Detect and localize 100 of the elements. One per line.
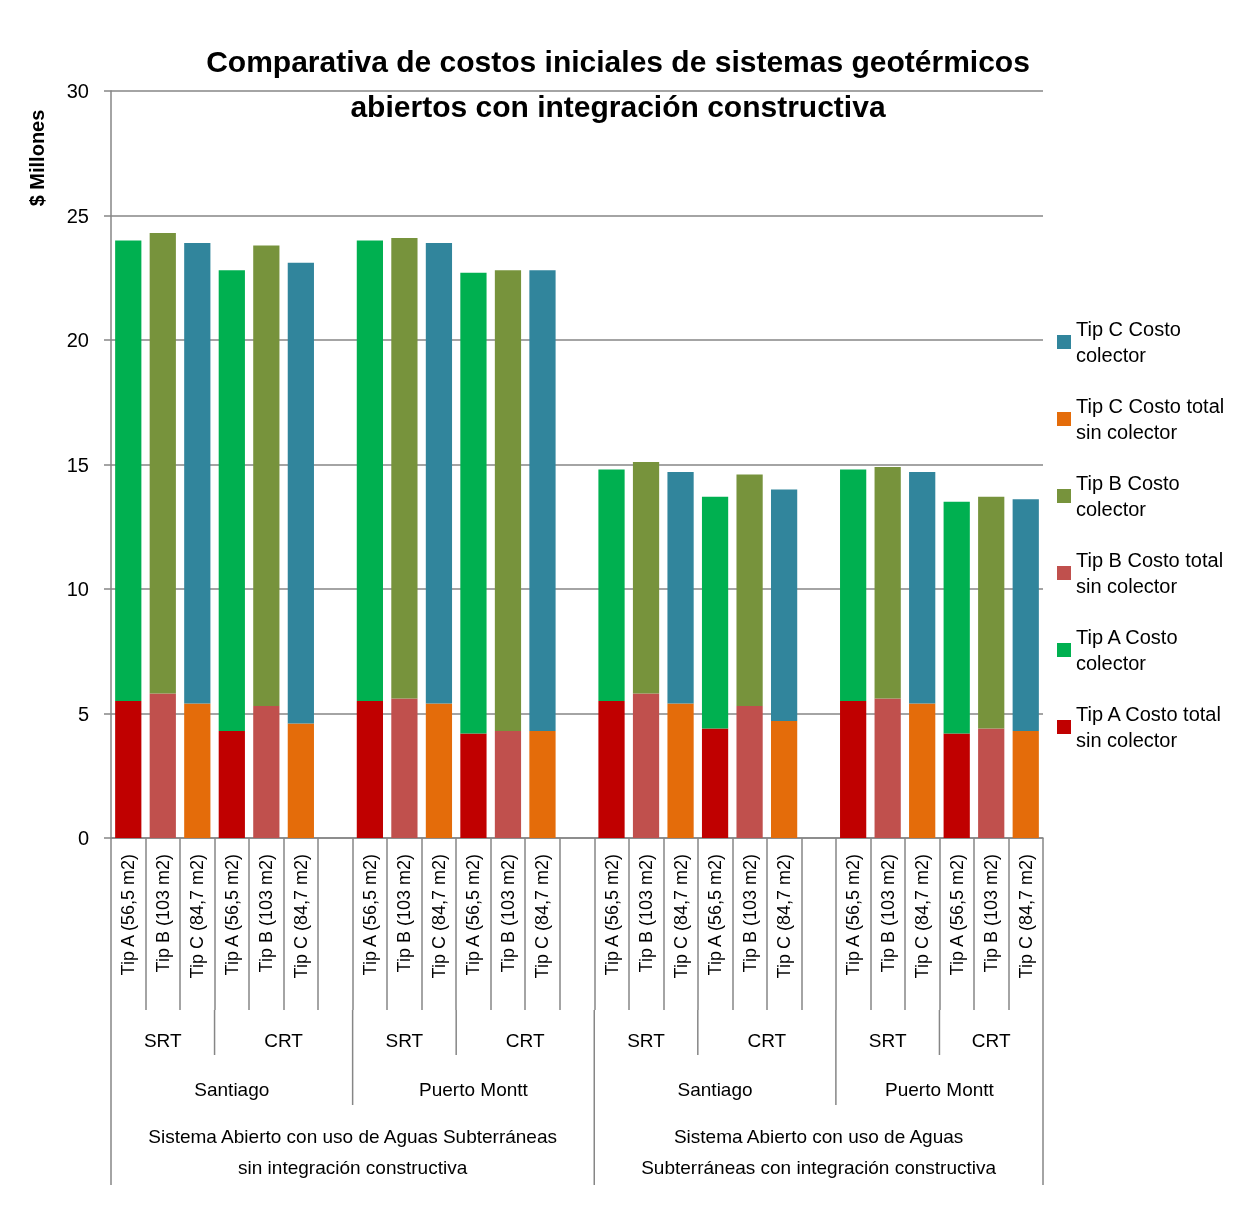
bar — [425, 703, 453, 838]
bar — [770, 720, 798, 838]
y-tick-label: 30 — [66, 80, 89, 102]
x-tick-label: Tip A (56,5 m2) — [463, 854, 484, 976]
bar — [149, 693, 176, 838]
bar — [736, 474, 763, 707]
bar — [356, 240, 384, 702]
chart-title: Comparativa de costos iniciales de sistemas geotérmicos abiertos con integración constructiva — [206, 45, 1030, 123]
y-tick-label: 15 — [66, 453, 89, 476]
x-tick-label: Tip B (103 m2) — [981, 854, 1002, 973]
bar — [770, 489, 798, 721]
legend-label: Tip C Costo colector — [1076, 318, 1181, 366]
bar — [598, 469, 625, 702]
x-tick-label: Tip B (103 m2) — [497, 854, 518, 973]
bar — [978, 496, 1005, 729]
bar — [840, 469, 867, 702]
x-tick-label: Tip B (103 m2) — [152, 854, 173, 973]
bar — [909, 703, 936, 838]
x-tick-label: Tip B (103 m2) — [256, 854, 277, 973]
x-tick-label: Tip C (84,7 m2) — [187, 854, 208, 979]
bar — [1012, 730, 1039, 838]
bar — [494, 270, 522, 731]
bar — [356, 701, 384, 838]
bar — [632, 693, 660, 838]
bar — [667, 471, 694, 704]
bar — [494, 730, 522, 838]
bar — [874, 466, 901, 699]
bar — [701, 728, 729, 838]
text: Puerto Montt — [885, 1078, 995, 1100]
bar — [115, 701, 142, 838]
legend-label: Tip A Costo total sin colector — [1076, 703, 1221, 751]
y-tick-label: 20 — [66, 329, 89, 351]
bar — [460, 733, 487, 838]
bar — [115, 240, 142, 702]
bar — [840, 701, 867, 838]
bar — [218, 270, 245, 731]
text: Santiago — [194, 1078, 270, 1100]
bar — [529, 270, 556, 731]
text: Santiago — [677, 1078, 753, 1100]
legend-label: Tip C Costo total sin colector — [1076, 395, 1225, 443]
bar — [736, 706, 763, 838]
text: CRT — [747, 1029, 787, 1051]
bar — [632, 462, 660, 694]
x-tick-label: Tip B (103 m2) — [739, 854, 760, 973]
x-tick-label: Tip C (84,7 m2) — [290, 854, 311, 979]
legend-label: Tip B Costo total sin colector — [1076, 549, 1224, 597]
x-tick-label: Tip A (56,5 m2) — [359, 854, 380, 976]
x-tick-label: Tip A (56,5 m2) — [705, 854, 726, 976]
x-tick-label: Tip C (84,7 m2) — [670, 854, 691, 979]
bar — [184, 703, 211, 838]
bar — [184, 242, 211, 704]
x-tick-label: Tip A (56,5 m2) — [601, 854, 622, 976]
x-tick-label: Tip C (84,7 m2) — [774, 854, 795, 979]
bar — [253, 245, 280, 707]
bar — [598, 701, 625, 838]
x-tick-label: Tip B (103 m2) — [636, 854, 657, 973]
x-tick-label: Tip A (56,5 m2) — [221, 854, 242, 976]
bar — [391, 237, 418, 699]
text: Sistema Abierto con uso de Aguas Subterráneas sin integración constructiva — [148, 1126, 558, 1178]
text: SRT — [143, 1029, 182, 1051]
x-tick-label: Tip C (84,7 m2) — [428, 854, 449, 979]
legend-label: Tip B Costo colector — [1076, 472, 1180, 520]
bar — [909, 471, 936, 704]
x-tick-label: Tip B (103 m2) — [877, 854, 898, 973]
x-tick-label: Tip A (56,5 m2) — [118, 854, 139, 976]
bar — [874, 698, 901, 838]
bar — [667, 703, 694, 838]
bar — [425, 242, 453, 704]
bar — [978, 728, 1005, 838]
x-tick-label: Tip C (84,7 m2) — [532, 854, 553, 979]
text: SRT — [868, 1029, 907, 1051]
y-tick-label: 10 — [66, 578, 89, 600]
x-tick-label: Tip C (84,7 m2) — [1015, 854, 1036, 979]
x-tick-label: Tip A (56,5 m2) — [946, 854, 967, 976]
y-tick-label: 25 — [66, 204, 89, 227]
bar — [287, 262, 314, 724]
x-tick-label: Tip C (84,7 m2) — [912, 854, 933, 979]
text: SRT — [385, 1029, 424, 1051]
y-tick-label: 0 — [77, 827, 89, 849]
y-tick-label: 5 — [77, 702, 89, 725]
text: Puerto Montt — [419, 1078, 529, 1100]
text: SRT — [627, 1029, 666, 1051]
text: Sistema Abierto con uso de Aguas Subterráneas con integración constructiva — [641, 1126, 997, 1178]
x-tick-label: Tip B (103 m2) — [394, 854, 415, 973]
legend-label: Tip A Costo colector — [1076, 626, 1178, 674]
bar — [529, 730, 556, 838]
text: CRT — [264, 1029, 304, 1051]
bar — [253, 706, 280, 838]
bar — [701, 496, 729, 729]
bar — [218, 730, 245, 838]
y-axis-title: $ Millones — [26, 109, 48, 207]
bar — [1012, 499, 1039, 731]
bar — [943, 733, 970, 838]
text: CRT — [505, 1029, 545, 1051]
x-tick-label: Tip A (56,5 m2) — [843, 854, 864, 976]
text: CRT — [971, 1029, 1011, 1051]
bar — [149, 232, 176, 694]
bar — [391, 698, 418, 838]
bar — [287, 723, 314, 838]
bar — [460, 272, 487, 734]
